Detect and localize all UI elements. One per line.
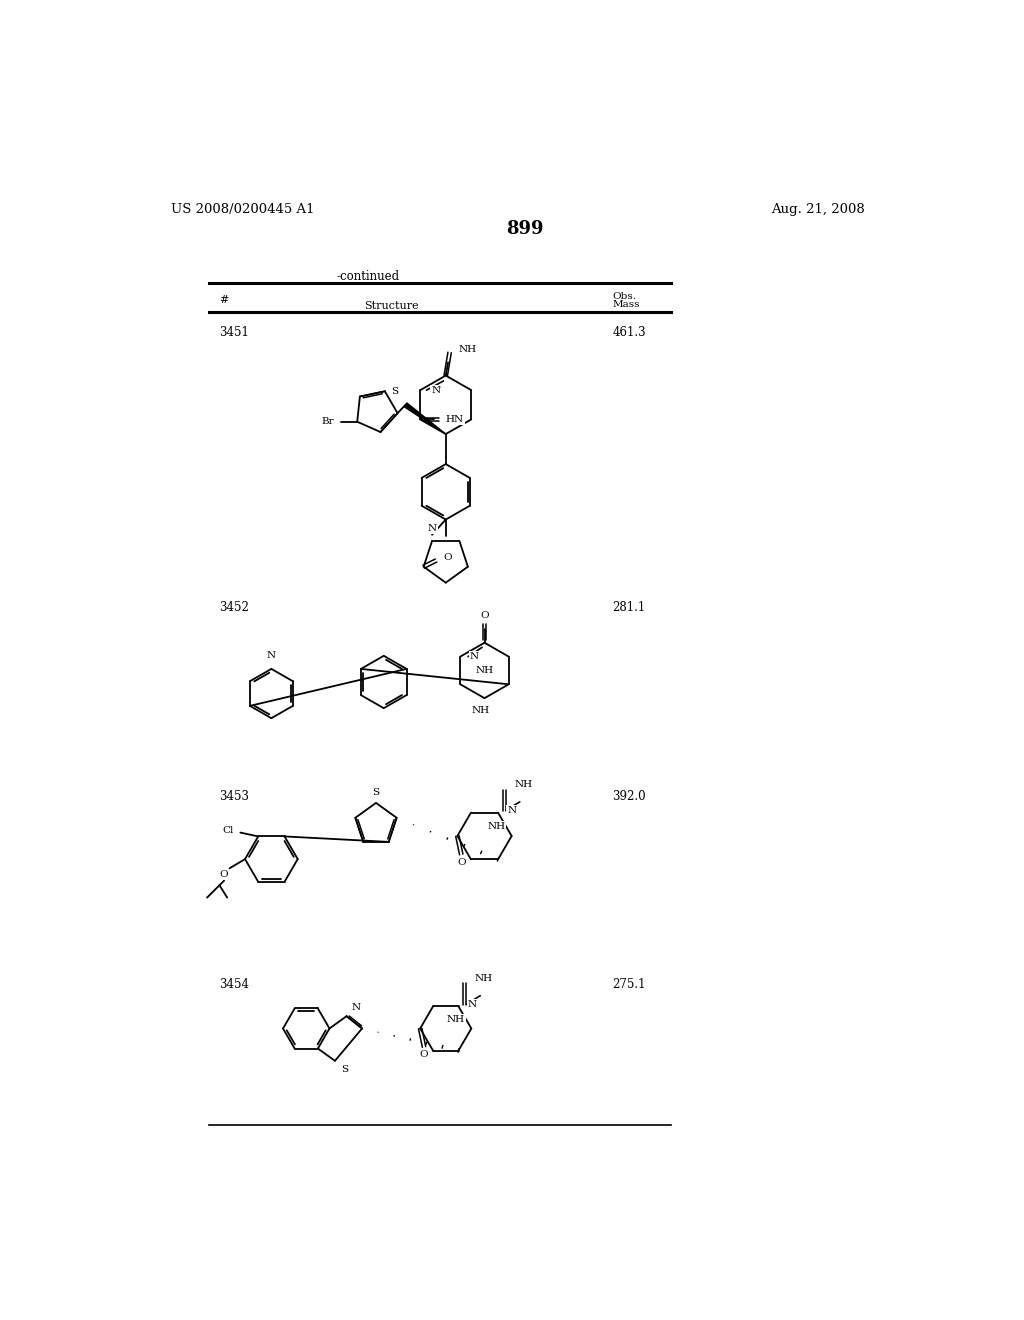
Text: N: N	[267, 651, 275, 660]
Text: O: O	[445, 414, 454, 424]
Text: Mass: Mass	[612, 300, 640, 309]
Text: NH: NH	[459, 345, 477, 354]
Text: 461.3: 461.3	[612, 326, 646, 339]
Text: -continued: -continued	[337, 271, 399, 282]
Text: NH: NH	[474, 974, 493, 983]
Text: O: O	[457, 858, 466, 867]
Text: 3453: 3453	[219, 789, 250, 803]
Text: 3451: 3451	[219, 326, 249, 339]
Text: N: N	[468, 999, 477, 1008]
Text: Br: Br	[322, 417, 334, 426]
Text: NH: NH	[476, 667, 494, 675]
Text: O: O	[443, 553, 452, 562]
Text: O: O	[420, 1051, 428, 1059]
Text: 281.1: 281.1	[612, 601, 645, 614]
Text: Structure: Structure	[365, 301, 419, 310]
Text: #: #	[219, 296, 228, 305]
Text: NH: NH	[514, 780, 532, 789]
Text: Cl: Cl	[223, 826, 234, 834]
Text: Aug. 21, 2008: Aug. 21, 2008	[771, 203, 865, 216]
Polygon shape	[404, 403, 445, 434]
Text: NH: NH	[447, 1015, 465, 1024]
Text: N: N	[428, 524, 436, 533]
Text: S: S	[341, 1065, 348, 1074]
Text: N: N	[351, 1003, 360, 1011]
Text: S: S	[391, 387, 398, 396]
Text: 275.1: 275.1	[612, 978, 646, 991]
Text: S: S	[373, 788, 380, 797]
Text: US 2008/0200445 A1: US 2008/0200445 A1	[171, 203, 314, 216]
Text: NH: NH	[487, 822, 506, 832]
Text: N: N	[470, 652, 479, 661]
Text: N: N	[431, 385, 440, 395]
Text: O: O	[480, 611, 488, 619]
Text: O: O	[220, 870, 228, 879]
Text: HN: HN	[445, 414, 464, 424]
Text: 392.0: 392.0	[612, 789, 646, 803]
Text: Obs.: Obs.	[612, 293, 636, 301]
Text: NH: NH	[472, 706, 489, 715]
Text: 3452: 3452	[219, 601, 249, 614]
Text: 3454: 3454	[219, 978, 250, 991]
Text: N: N	[507, 805, 516, 814]
Text: 899: 899	[506, 220, 544, 238]
